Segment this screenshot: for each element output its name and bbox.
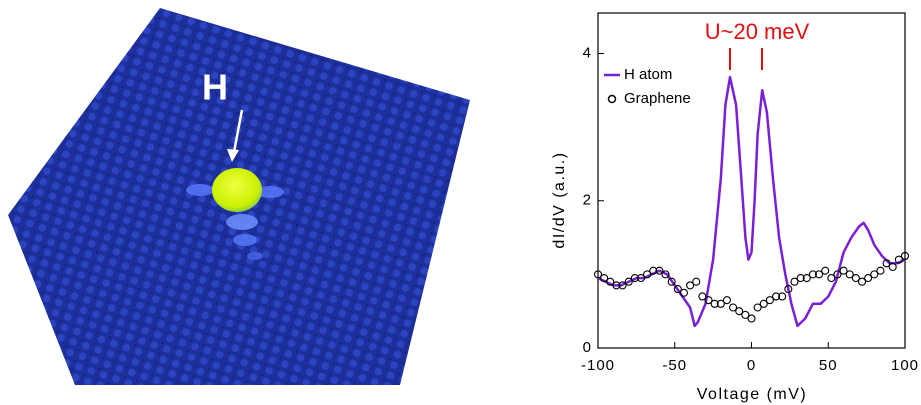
y-tick-label: 4 <box>583 44 592 61</box>
y-tick-label: 0 <box>583 339 592 356</box>
x-tick-label: -50 <box>662 357 687 374</box>
data-point <box>723 297 730 304</box>
figure: H U~20 meV Voltage (mV) dI/dV (a.u.) -10… <box>0 0 921 405</box>
x-tick-label: 0 <box>747 357 756 374</box>
data-point <box>680 289 687 296</box>
x-tick-label: -100 <box>581 357 615 374</box>
data-point <box>693 278 700 285</box>
spot <box>186 184 214 196</box>
atom-label: H <box>202 67 228 108</box>
x-tick-label: 50 <box>819 357 838 374</box>
x-tick-label: 100 <box>891 357 919 374</box>
data-point <box>748 315 755 322</box>
data-point <box>877 267 884 274</box>
spot <box>233 234 257 246</box>
data-point <box>889 264 896 271</box>
y-tick-label: 2 <box>583 192 592 209</box>
legend-marker <box>609 96 616 103</box>
annotation: U~20 meV <box>705 19 810 44</box>
h-atom-blob <box>212 168 262 212</box>
x-axis-label: Voltage (mV) <box>697 386 807 403</box>
y-axis-label: dI/dV (a.u.) <box>551 151 568 248</box>
plot-frame <box>598 13 905 348</box>
legend-label: H atom <box>624 66 672 83</box>
data-point <box>822 267 829 274</box>
legend-label: Graphene <box>624 90 691 107</box>
stm-image: H <box>8 8 470 385</box>
spot <box>226 214 258 230</box>
data-line <box>598 77 905 326</box>
spot <box>247 252 263 260</box>
